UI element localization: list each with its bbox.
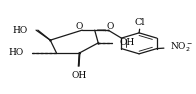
Text: HO: HO bbox=[13, 26, 28, 35]
Text: O: O bbox=[106, 22, 114, 31]
Text: OH: OH bbox=[120, 38, 135, 47]
Text: NO$_2^-$: NO$_2^-$ bbox=[170, 41, 193, 54]
Text: Cl: Cl bbox=[135, 18, 145, 27]
Text: O: O bbox=[76, 22, 83, 31]
Text: HO: HO bbox=[8, 48, 24, 57]
Text: OH: OH bbox=[71, 71, 86, 80]
